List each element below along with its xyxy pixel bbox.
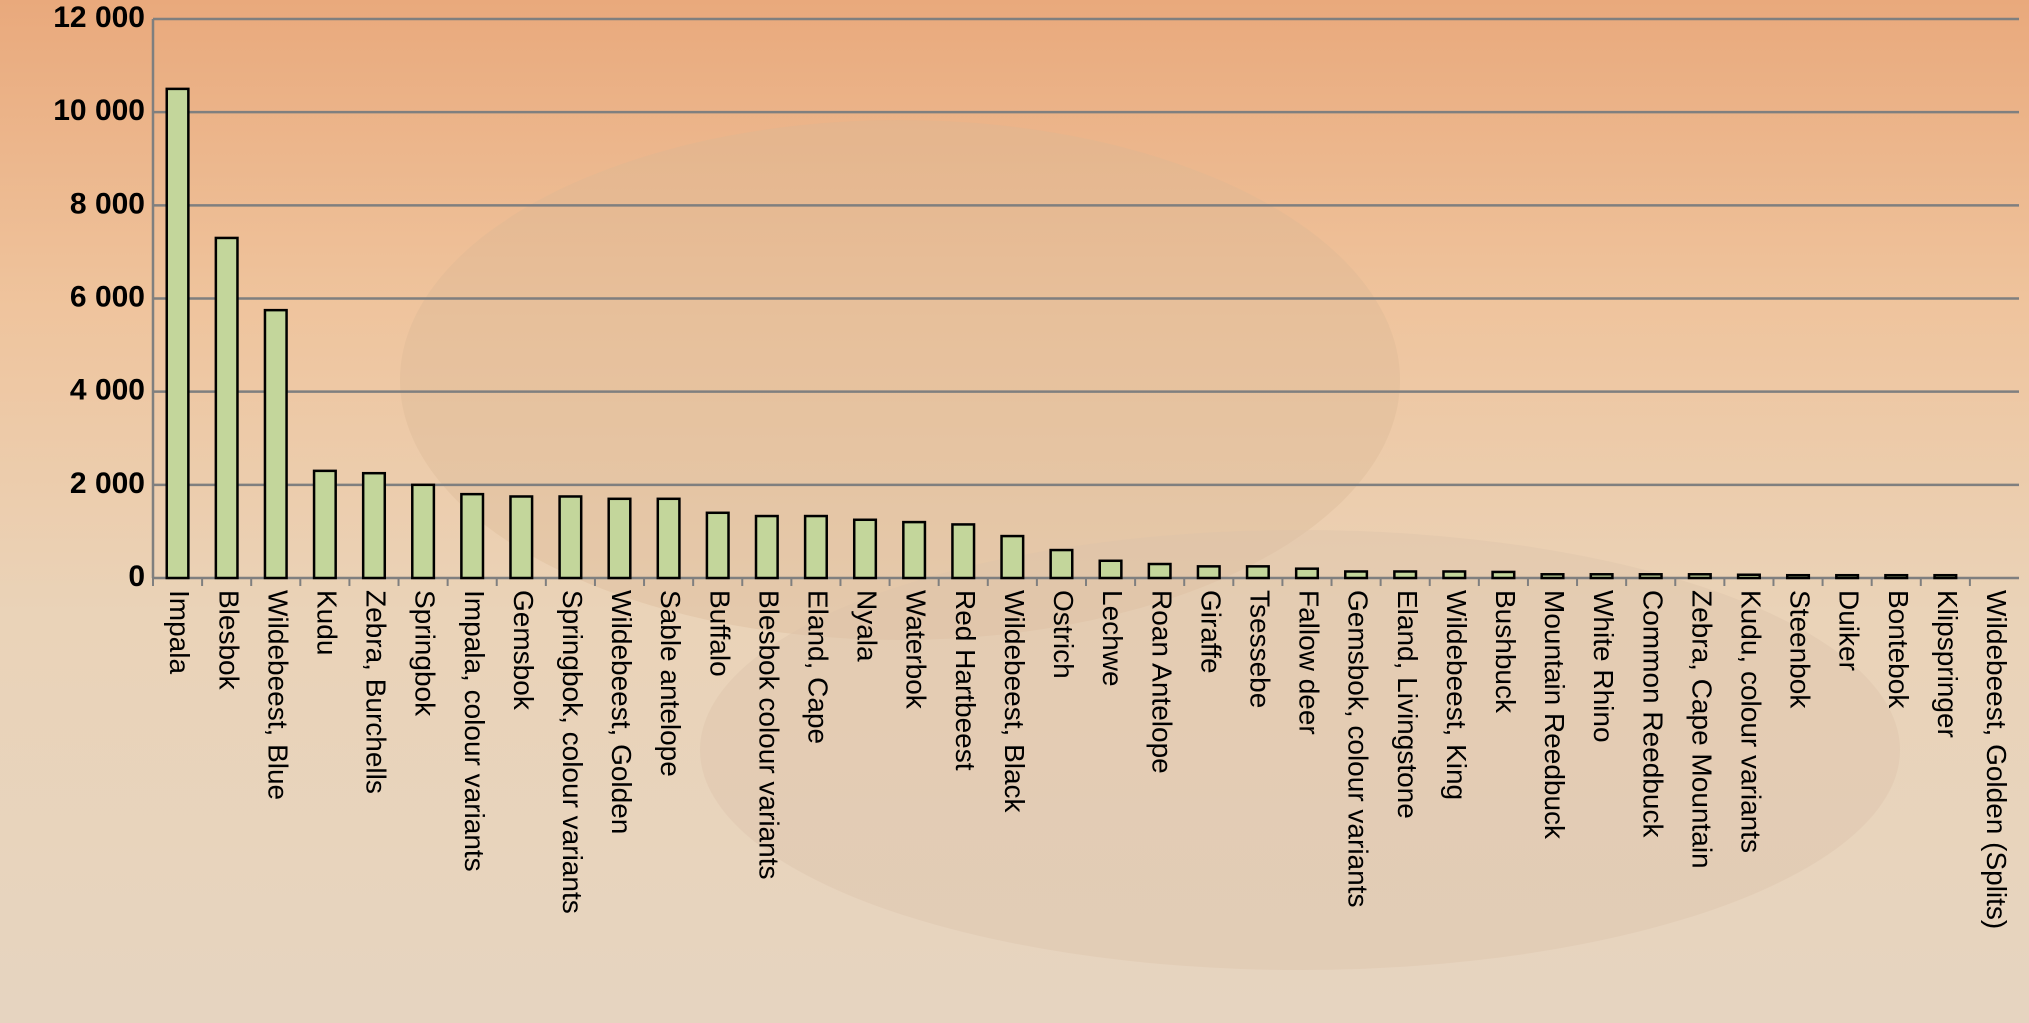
bar [216, 238, 238, 578]
x-tick-label: Buffalo [704, 590, 735, 677]
bar [658, 499, 680, 578]
bar [1100, 561, 1122, 578]
bar [952, 524, 974, 578]
bar [363, 473, 385, 578]
bar [412, 485, 434, 578]
y-tick-label: 0 [128, 560, 145, 593]
x-tick-label: White Rhino [1588, 590, 1619, 743]
x-tick-label: Sable antelope [655, 590, 686, 777]
bar [1247, 566, 1269, 578]
bar [707, 513, 729, 578]
bar [1051, 550, 1073, 578]
x-tick-label: Ostrich [1048, 590, 1079, 679]
bar [903, 522, 925, 578]
bar [1443, 571, 1465, 578]
bar [1394, 571, 1416, 578]
bar [461, 494, 483, 578]
y-tick-label: 8 000 [70, 187, 145, 220]
x-tick-label: Eland, Livingstone [1392, 590, 1423, 819]
x-tick-label: Duiker [1834, 590, 1865, 671]
x-tick-label: Impala [164, 590, 195, 674]
y-tick-label: 6 000 [70, 280, 145, 313]
bar [1689, 574, 1711, 578]
x-tick-label: Kudu, colour variants [1736, 590, 1767, 853]
x-tick-label: Gemsbok [508, 590, 539, 711]
x-tick-label: Bontebok [1883, 590, 1914, 709]
bar [1935, 575, 1957, 578]
x-tick-label: Wildebeest, Golden [606, 590, 637, 834]
x-tick-label: Red Hartbeest [950, 590, 981, 771]
x-tick-label: Waterbok [901, 590, 932, 710]
y-tick-label: 12 000 [53, 1, 145, 34]
bar [1002, 536, 1024, 578]
x-tick-label: Wildebeest, Black [999, 590, 1030, 814]
x-tick-label: Lechwe [1097, 590, 1128, 687]
bar [265, 310, 287, 578]
y-tick-label: 10 000 [53, 94, 145, 127]
bar [1885, 575, 1907, 578]
bar [1836, 575, 1858, 578]
bar [560, 496, 582, 578]
bar [1542, 574, 1564, 578]
bar [805, 516, 827, 578]
bar [1198, 566, 1220, 578]
bar [1640, 574, 1662, 578]
bar [510, 496, 532, 578]
x-tick-label: Mountain Reedbuck [1539, 590, 1570, 840]
x-tick-label: Giraffe [1195, 590, 1226, 674]
bar [314, 471, 336, 578]
bar [167, 89, 189, 578]
x-tick-label: Springbok, colour variants [557, 590, 588, 914]
bar [854, 520, 876, 578]
x-tick-label: Roan Antelope [1146, 590, 1177, 774]
x-tick-label: Blesbok [213, 590, 244, 691]
x-tick-label: Wildebeest, Golden (Splits) [1981, 590, 2012, 929]
x-tick-label: Kudu [311, 590, 342, 655]
bar [1149, 564, 1171, 578]
bar [1787, 575, 1809, 578]
y-tick-label: 2 000 [70, 467, 145, 500]
y-tick-label: 4 000 [70, 374, 145, 407]
x-tick-label: Wildebeest, King [1441, 590, 1472, 800]
x-tick-label: Klipspringer [1932, 590, 1963, 738]
x-tick-label: Tsessebe [1244, 590, 1275, 708]
x-tick-label: Impala, colour variants [459, 590, 490, 872]
chart: 0 2 000 4 000 6 000 8 000 10 000 12 000 Impala B… [0, 0, 2029, 1023]
x-tick-label: Zebra, Burchells [361, 590, 392, 794]
bar [756, 516, 778, 578]
x-tick-label: Nyala [852, 590, 883, 662]
x-tick-label: Springbok [410, 590, 441, 717]
bar [1296, 569, 1318, 578]
x-tick-label: Wildebeest, Blue [262, 590, 293, 800]
x-tick-label: Common Reedbuck [1637, 590, 1668, 838]
x-tick-label: Gemsbok, colour variants [1343, 590, 1374, 907]
x-tick-label: Bushbuck [1490, 590, 1521, 714]
x-tick-label: Eland, Cape [803, 590, 834, 744]
bar [1493, 572, 1515, 578]
x-tick-label: Steenbok [1785, 590, 1816, 709]
x-tick-label: Blesbok colour variants [753, 590, 784, 879]
x-tick-label: Zebra, Cape Mountain [1686, 590, 1717, 869]
bar [1591, 574, 1613, 578]
x-tick-label: Fallow deer [1294, 590, 1325, 735]
bar [609, 499, 631, 578]
bar [1345, 571, 1367, 578]
bar [1738, 575, 1760, 578]
